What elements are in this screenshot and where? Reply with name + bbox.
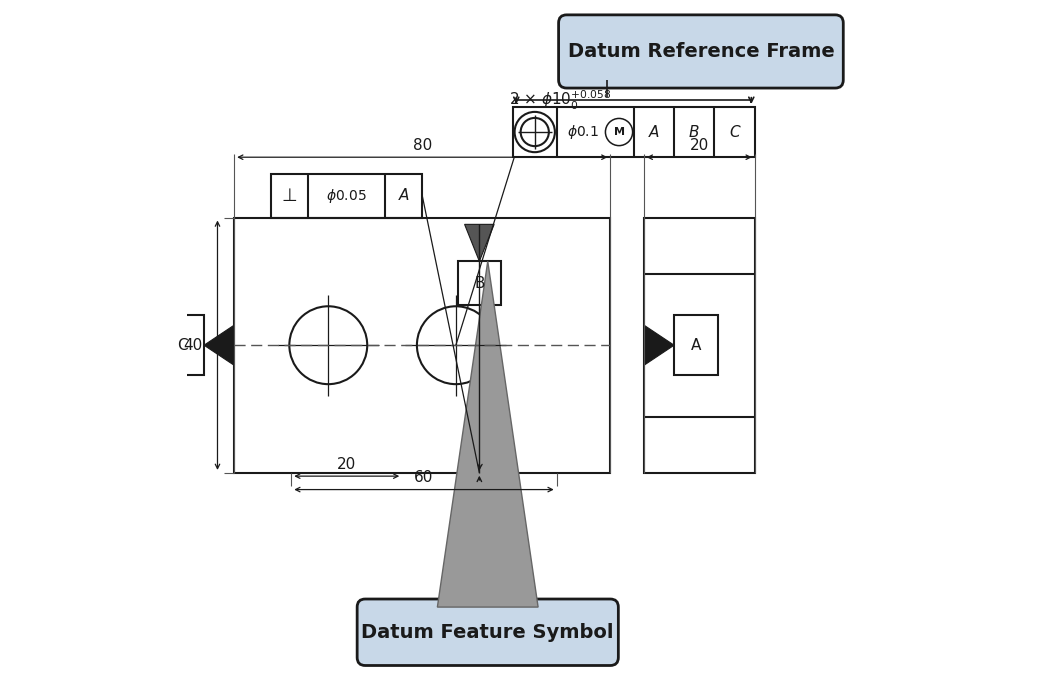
Polygon shape	[437, 261, 538, 607]
Text: A: A	[690, 338, 701, 353]
Text: C: C	[729, 125, 740, 139]
Text: B: B	[474, 276, 484, 290]
Text: ⊥: ⊥	[281, 187, 297, 205]
Text: 20: 20	[337, 456, 357, 472]
Text: $\phi$0.1: $\phi$0.1	[567, 123, 599, 141]
Bar	[644, 217, 754, 473]
Text: 2 × $\phi$10$_0^{+0.058}$: 2 × $\phi$10$_0^{+0.058}$	[508, 89, 611, 112]
Polygon shape	[644, 325, 674, 366]
Bar	[234, 217, 610, 473]
Text: C: C	[177, 338, 187, 353]
Text: A: A	[649, 125, 659, 139]
Text: Datum Reference Frame: Datum Reference Frame	[568, 42, 835, 61]
FancyBboxPatch shape	[357, 599, 618, 665]
Bar	[271, 174, 423, 217]
Bar	[513, 107, 754, 157]
Text: Datum Feature Symbol: Datum Feature Symbol	[362, 623, 614, 642]
Text: $\phi$0.05: $\phi$0.05	[326, 187, 367, 205]
Text: 20: 20	[689, 137, 709, 152]
Text: M: M	[614, 127, 624, 137]
FancyBboxPatch shape	[559, 15, 843, 88]
Bar	[160, 315, 204, 376]
Bar	[674, 315, 718, 376]
Text: 40: 40	[183, 338, 203, 353]
Text: B: B	[689, 125, 700, 139]
Text: 60: 60	[414, 470, 434, 485]
Text: 80: 80	[413, 137, 432, 152]
Text: A: A	[399, 188, 409, 203]
Polygon shape	[204, 325, 234, 366]
Polygon shape	[464, 224, 494, 261]
Bar	[457, 261, 501, 305]
